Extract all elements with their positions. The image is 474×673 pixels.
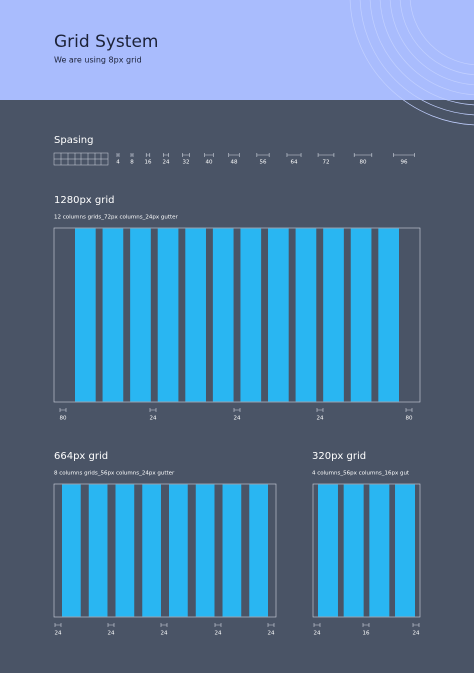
measure-label: 24 [55, 631, 62, 637]
grid-column [369, 484, 390, 617]
spacing-label: 40 [206, 160, 213, 166]
spacing-label: 56 [260, 160, 267, 166]
ruler [107, 623, 115, 627]
grid-description: 8 columns grids_56px columns_24px gutter [54, 471, 175, 477]
measure-label: 24 [108, 631, 115, 637]
grid-column [343, 484, 364, 617]
grid-column [142, 484, 161, 617]
ruler [145, 153, 151, 157]
ruler [317, 153, 335, 157]
ruler [160, 623, 168, 627]
grid-column [268, 228, 289, 402]
grid-description: 4 columns_56px columns_16px gut [312, 471, 410, 477]
page-title: Grid System [54, 32, 158, 52]
ruler [116, 153, 120, 157]
ruler [149, 408, 157, 412]
ruler [130, 153, 134, 157]
ruler [256, 153, 270, 157]
spacing-label: 96 [401, 160, 408, 166]
spacing-label: 48 [231, 160, 238, 166]
spacing-label: 16 [145, 160, 152, 166]
grid-title: 1280px grid [54, 195, 114, 206]
spacing-swatch [53, 152, 109, 166]
grid-column [295, 228, 317, 402]
grid-title: 320px grid [312, 451, 366, 462]
grid-column [212, 228, 234, 402]
grid-column [195, 484, 215, 617]
ruler [393, 153, 415, 157]
ruler [59, 408, 67, 412]
ruler [163, 153, 169, 157]
grid-column [395, 484, 415, 617]
measure-label: 24 [317, 416, 324, 422]
grid-column [75, 228, 96, 402]
ruler [267, 623, 275, 627]
ruler [204, 153, 214, 157]
grid-frame [53, 483, 277, 618]
measure-label: 80 [406, 416, 413, 422]
measure-label: 24 [150, 416, 157, 422]
ruler [228, 153, 240, 157]
spacing-label: 4 [116, 160, 120, 166]
grid-title: 664px grid [54, 451, 108, 462]
section-title: Spasing [54, 135, 94, 146]
spacing-label: 72 [323, 160, 330, 166]
measure-label: 24 [234, 416, 241, 422]
ruler [233, 408, 241, 412]
grid-column [130, 228, 151, 402]
header-background [0, 0, 474, 100]
grid-column [222, 484, 242, 617]
grid-column [157, 228, 179, 402]
ruler [54, 623, 62, 627]
measure-label: 24 [314, 631, 321, 637]
grid-column [88, 484, 108, 617]
grid-column [169, 484, 188, 617]
measure-label: 24 [413, 631, 420, 637]
ruler [313, 623, 321, 627]
grid-frame [53, 227, 421, 403]
measure-label: 24 [268, 631, 275, 637]
measure-label: 16 [363, 631, 370, 637]
measure-label: 24 [215, 631, 222, 637]
ruler [316, 408, 324, 412]
measure-label: 24 [161, 631, 168, 637]
spacing-label: 32 [183, 160, 190, 166]
ruler [214, 623, 222, 627]
page-subtitle: We are using 8px grid [54, 56, 142, 65]
grid-column [115, 484, 135, 617]
spacing-label: 80 [360, 160, 367, 166]
grid-frame [312, 483, 421, 618]
grid-column [318, 484, 338, 617]
ruler [412, 623, 420, 627]
grid-description: 12 columns grids_72px columns_24px gutte… [54, 215, 179, 221]
grid-column [240, 228, 262, 402]
ruler [182, 153, 190, 157]
ruler [353, 153, 373, 157]
grid-column [350, 228, 372, 402]
grid-column [185, 228, 206, 402]
measure-label: 80 [60, 416, 67, 422]
ruler [405, 408, 413, 412]
spacing-label: 64 [291, 160, 298, 166]
grid-column [323, 228, 344, 402]
spacing-label: 24 [163, 160, 170, 166]
grid-column [102, 228, 124, 402]
grid-column [378, 228, 399, 402]
ruler [362, 623, 370, 627]
ruler [286, 153, 302, 157]
grid-column [249, 484, 268, 617]
spacing-label: 8 [130, 160, 134, 166]
grid-column [62, 484, 81, 617]
